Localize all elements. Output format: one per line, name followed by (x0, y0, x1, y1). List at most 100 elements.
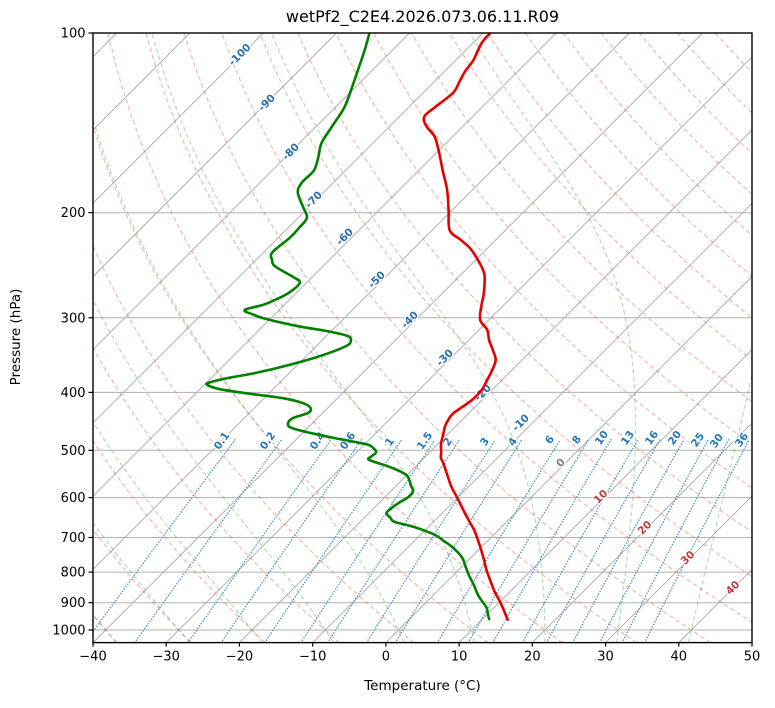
isotherm-line (678, 568, 752, 643)
isotherm-line (93, 33, 557, 497)
dry-adiabat-line (524, 33, 752, 278)
mixing-ratio-label: 25 (689, 431, 707, 450)
dry-adiabat-line (411, 33, 752, 403)
mixing-ratio-line (394, 438, 523, 643)
moist-adiabat-line (93, 521, 191, 643)
dry-adiabat-line (221, 33, 752, 623)
mixing-ratio-lines (93, 438, 750, 643)
dry-adiabat-lines (93, 33, 775, 643)
isotherm-line (93, 33, 191, 131)
moist-adiabat-line (93, 117, 405, 643)
y-tick-label: 700 (61, 531, 86, 546)
dry-adiabat-line (93, 528, 192, 643)
x-tick-label: 0 (382, 650, 390, 665)
mixing-ratio-line (263, 438, 403, 643)
mixing-ratio-line (572, 438, 685, 643)
mixing-ratio-label: 6 (543, 434, 557, 447)
mixing-ratio-line (521, 438, 639, 643)
isotherm-line (239, 129, 752, 643)
isotherm-label: 10 (592, 488, 611, 507)
moist-adiabat-line (93, 298, 335, 643)
y-tick-label: 800 (61, 566, 86, 581)
mixing-ratio-label: 30 (708, 432, 726, 451)
isobar-lines (93, 33, 752, 631)
dewpoint-line (205, 33, 491, 621)
dry-adiabat-line (753, 33, 775, 643)
dry-adiabat-line (145, 33, 637, 643)
dry-adiabat-line (676, 33, 752, 114)
isotherm-line (165, 56, 752, 643)
y-tick-label: 200 (61, 206, 86, 221)
y-axis-label: Pressure (hPa) (8, 288, 24, 386)
chart-title: wetPf2_C2E4.2026.073.06.11.R09 (285, 7, 560, 26)
isotherm-label: -60 (334, 226, 356, 248)
mixing-ratio-label: 3 (478, 436, 492, 449)
isotherm-line (93, 33, 264, 205)
dry-adiabat-line (107, 33, 563, 643)
x-tick-label: 50 (744, 650, 761, 665)
isotherm-lines (93, 33, 752, 643)
mixing-ratio-line (326, 438, 461, 643)
mixing-ratio-line (220, 438, 363, 643)
mixing-ratio-line (436, 438, 562, 643)
isotherm-label: 0 (554, 456, 568, 470)
x-tick-label: 30 (597, 650, 614, 665)
isotherm-line (312, 202, 752, 643)
isotherm-label: -50 (366, 269, 388, 291)
isotherm-line (93, 33, 484, 424)
isotherm-line (385, 275, 752, 643)
isotherm-line (93, 33, 703, 643)
isotherm-line (93, 33, 630, 571)
x-tick-label: 40 (671, 650, 688, 665)
moist-adiabat-line (151, 33, 476, 643)
temperature-line (422, 33, 509, 621)
dry-adiabat-line (259, 33, 752, 578)
moist-adiabat-line (93, 420, 263, 643)
mixing-ratio-line (467, 438, 590, 643)
dry-adiabat-line (183, 33, 712, 643)
y-tick-label: 300 (61, 311, 86, 326)
y-tick-label: 600 (61, 491, 86, 506)
x-tick-label: −30 (153, 650, 180, 665)
dry-adiabat-line (714, 33, 752, 74)
mixing-ratio-line (365, 438, 497, 643)
dry-adiabat-line (449, 33, 752, 361)
dry-adiabat-line (638, 33, 752, 155)
x-axis-ticks: −40 −30 −20 −10 0 10 20 30 40 50 (79, 642, 761, 665)
y-tick-label: 900 (61, 596, 86, 611)
isotherm-line (605, 495, 752, 643)
mixing-ratio-label: 16 (643, 429, 661, 448)
plot-area: -100-90-80-70-60-50-40-30-20-10010203040… (93, 33, 775, 643)
mixing-ratio-line (187, 438, 332, 643)
x-tick-label: −20 (226, 650, 253, 665)
mixing-ratio-line (644, 438, 750, 643)
x-tick-label: −40 (79, 650, 106, 665)
mixing-ratio-line (545, 438, 661, 643)
isotherm-label: -20 (472, 382, 494, 404)
isotherm-label: -100 (226, 41, 253, 68)
dry-adiabat-line (93, 244, 415, 643)
dry-adiabat-line (297, 33, 752, 533)
x-axis-label: Temperature (°C) (364, 678, 481, 694)
x-tick-label: 20 (524, 650, 541, 665)
mixing-ratio-line (621, 438, 730, 643)
plot-border (92, 32, 753, 644)
isotherm-label: -70 (303, 189, 325, 211)
mixing-ratio-label: 1.5 (415, 430, 436, 452)
mixing-ratio-line (599, 438, 710, 643)
isotherm-line (93, 33, 411, 351)
dry-adiabat-line (93, 346, 341, 643)
y-tick-label: 400 (61, 386, 86, 401)
isotherm-label: 20 (636, 519, 655, 538)
x-tick-label: 10 (451, 650, 468, 665)
y-tick-label: 1000 (52, 624, 85, 639)
isotherm-label: -40 (399, 309, 421, 331)
moist-adiabat-lines (93, 33, 752, 643)
isotherm-label: -10 (510, 412, 532, 434)
mixing-ratio-line (133, 438, 283, 643)
dry-adiabat-line (373, 33, 752, 446)
moist-adiabat-line (687, 372, 752, 643)
